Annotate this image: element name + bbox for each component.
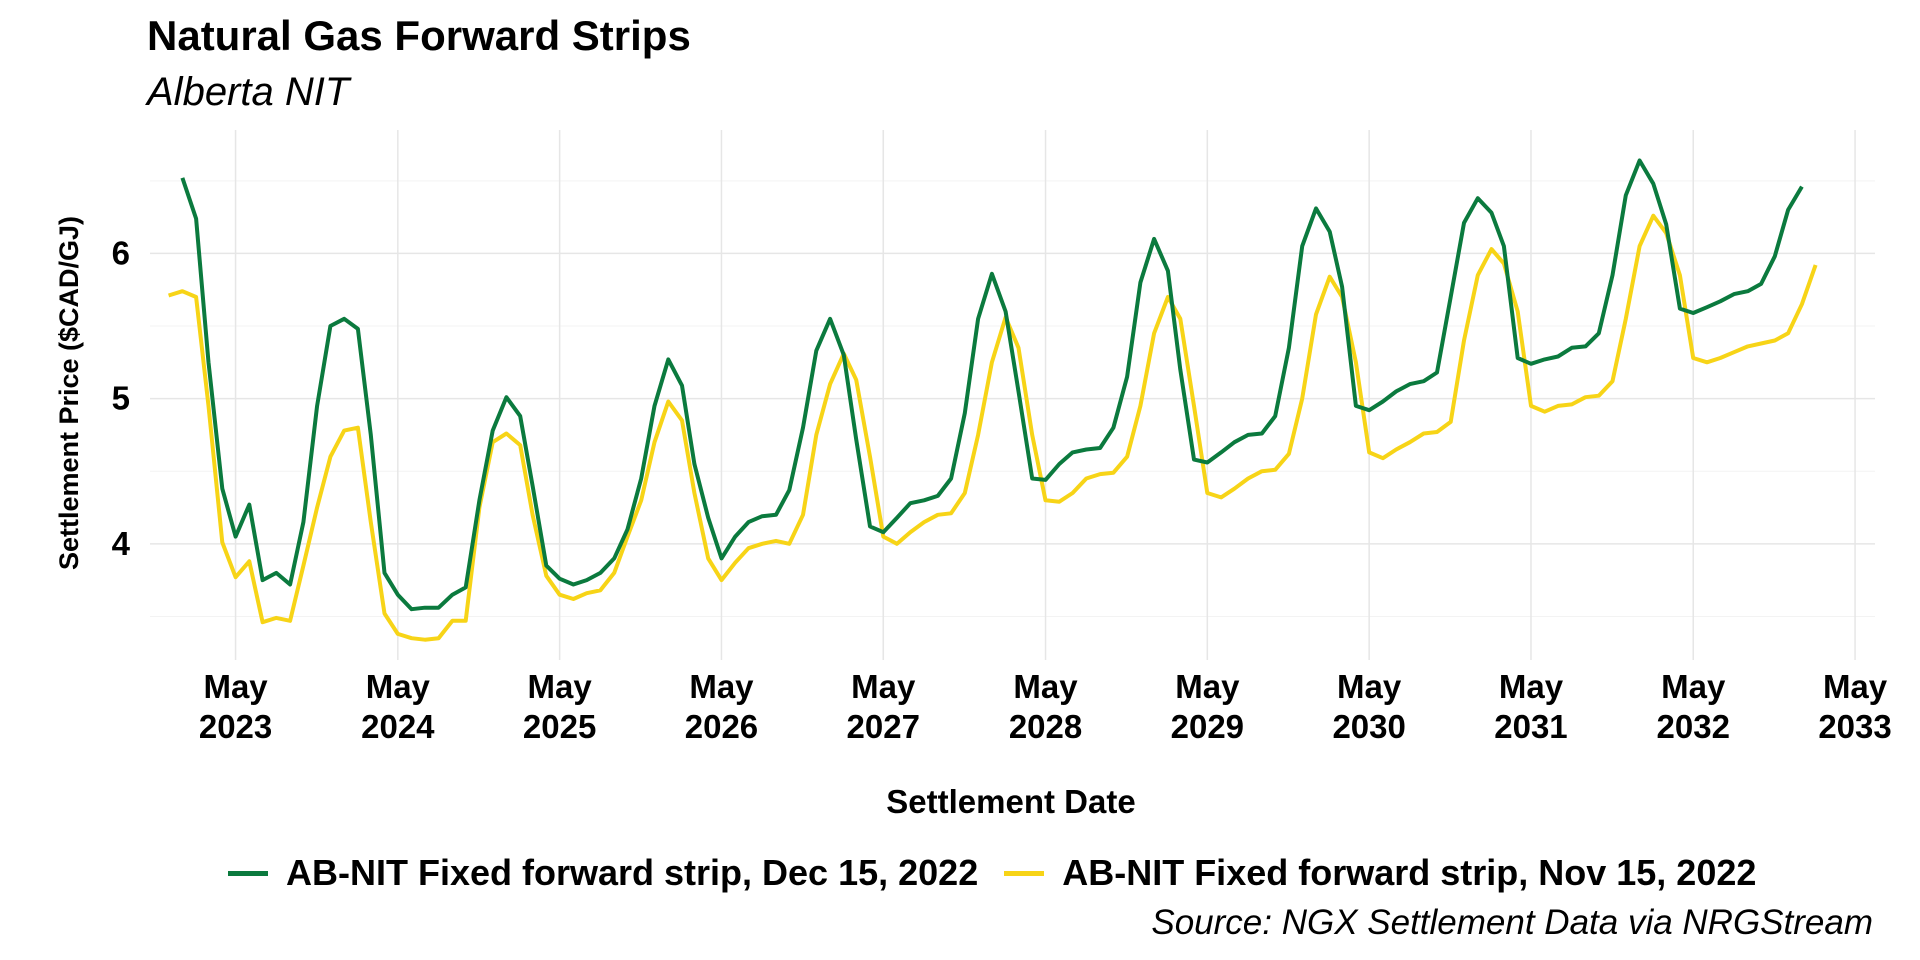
legend-item-dec-15: AB-NIT Fixed forward strip, Dec 15, 2022: [228, 852, 978, 894]
x-tick-label: May 2025: [523, 668, 596, 745]
x-tick-label: May 2026: [685, 668, 758, 745]
x-tick-label: May 2031: [1494, 668, 1567, 745]
series-lines: [168, 158, 1818, 642]
series-line-1: [168, 213, 1818, 642]
x-tick-label: May 2033: [1818, 668, 1891, 745]
x-axis-title: Settlement Date: [886, 783, 1135, 820]
x-axis-ticks: May 2023 May 2024 May 2025 May 2026 May 2027 May 20…: [199, 668, 1892, 745]
legend-key-dec-15: [228, 870, 268, 876]
grid-lines: [150, 130, 1875, 660]
y-axis-ticks: 4 5 6: [112, 234, 131, 561]
x-tick-label: May 2028: [1009, 668, 1082, 745]
x-tick-label: May 2032: [1657, 668, 1730, 745]
legend-label-dec-15: AB-NIT Fixed forward strip, Dec 15, 2022: [286, 852, 979, 893]
x-tick-label: May 2027: [847, 668, 920, 745]
y-tick-label: 5: [112, 380, 130, 417]
legend-key-nov-15: [1004, 870, 1045, 876]
x-tick-label: May 2029: [1171, 668, 1244, 745]
legend-item-nov-15: AB-NIT Fixed forward strip, Nov 15, 2022: [1004, 852, 1756, 894]
x-tick-label: May 2024: [361, 668, 435, 745]
y-tick-label: 6: [112, 234, 130, 271]
x-tick-label: May 2023: [199, 668, 272, 745]
y-tick-label: 4: [112, 525, 131, 562]
legend: AB-NIT Fixed forward strip, Dec 15, 2022…: [228, 852, 1782, 894]
x-tick-label: May 2030: [1332, 668, 1405, 745]
legend-label-nov-15: AB-NIT Fixed forward strip, Nov 15, 2022: [1062, 852, 1757, 893]
chart-subtitle: Alberta NIT: [147, 70, 350, 114]
chart-title: Natural Gas Forward Strips: [147, 12, 691, 59]
series-line-0: [180, 158, 1804, 612]
chart-caption: Source: NGX Settlement Data via NRGStrea…: [1151, 903, 1873, 942]
y-axis-title: Settlement Price ($CAD/GJ): [54, 216, 84, 570]
